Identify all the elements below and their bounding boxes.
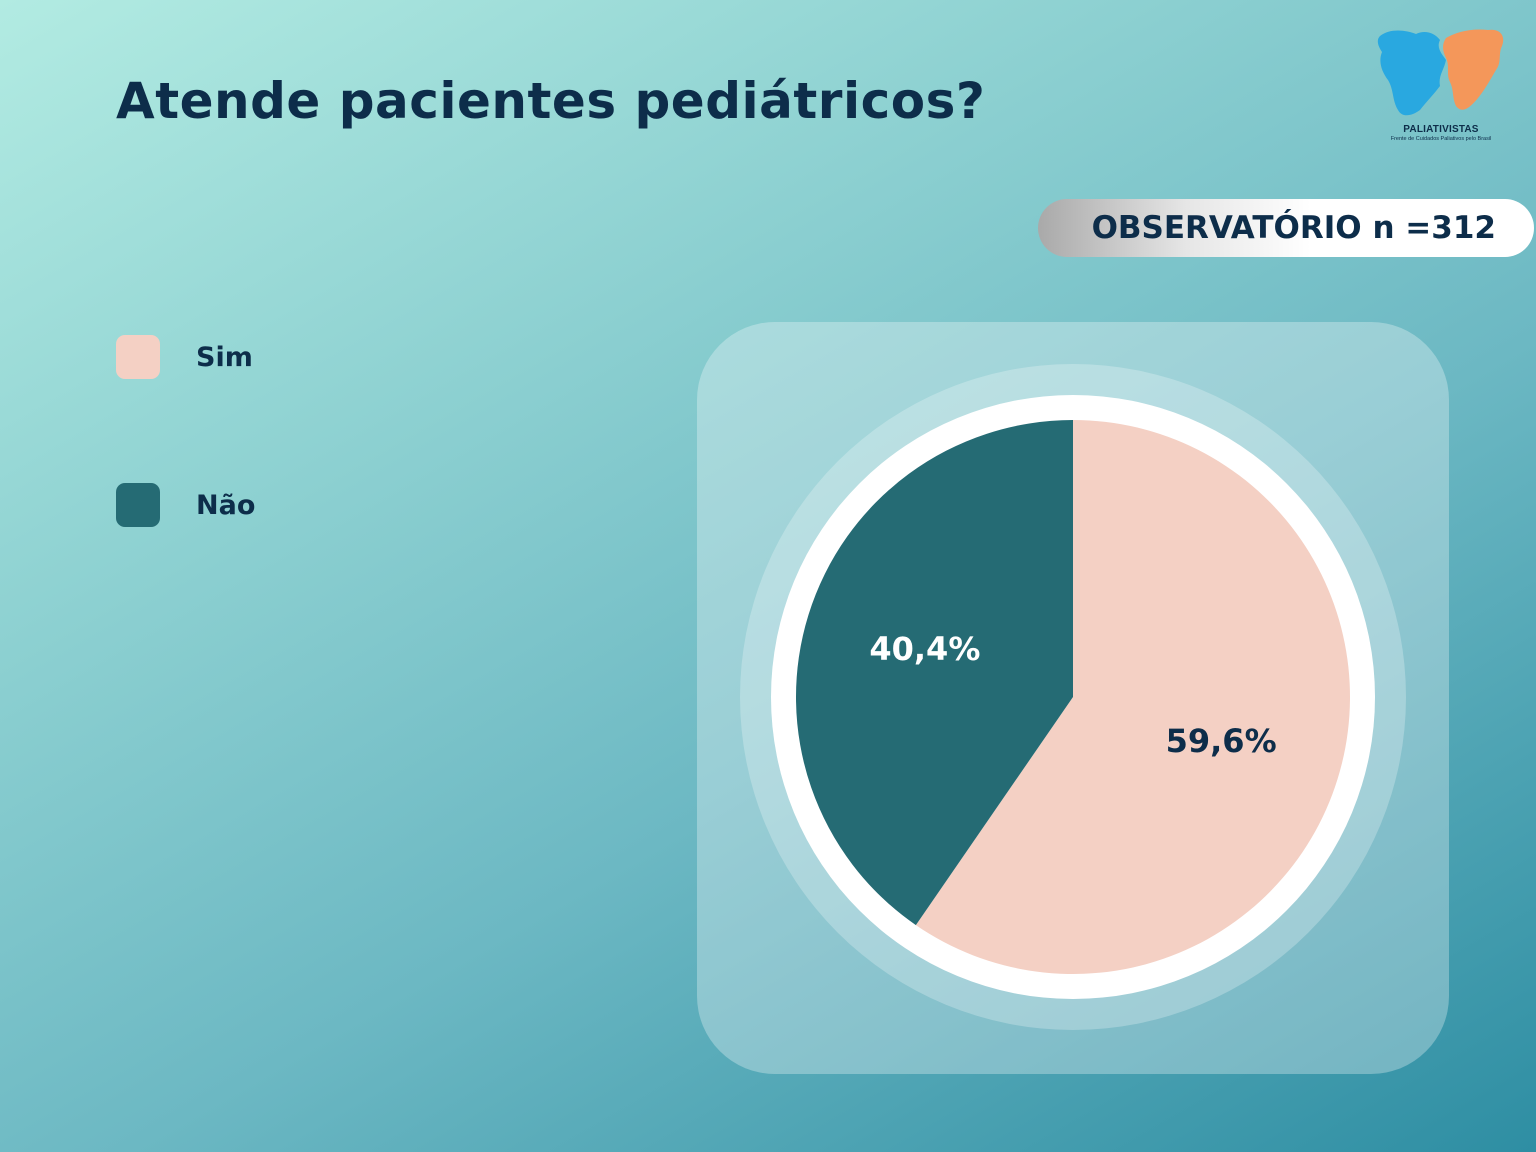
logo-name: PALIATIVISTAS — [1403, 124, 1479, 135]
pie-slice-nao — [796, 420, 1073, 926]
paliativistas-logo: PALIATIVISTAS Frente de Cuidados Paliati… — [1376, 24, 1506, 148]
logo-tagline: Frente de Cuidados Paliativos pelo Brasi… — [1390, 136, 1492, 142]
legend-swatch-nao — [116, 483, 160, 527]
legend-label-nao: Não — [196, 489, 256, 521]
pie-slice-sim — [915, 420, 1350, 974]
legend-swatch-sim — [116, 335, 160, 379]
legend-item-sim: Sim — [116, 335, 253, 379]
pie-label-nao: 40,4% — [869, 630, 980, 668]
legend-item-nao: Não — [116, 483, 255, 527]
chart-title: Atende pacientes pediátricos? — [116, 72, 986, 130]
sample-size-text: OBSERVATÓRIO n =312 — [1091, 210, 1496, 246]
pie-label-sim: 59,6% — [1166, 722, 1277, 760]
brazil-map-icon — [1377, 29, 1504, 116]
sample-size-badge: OBSERVATÓRIO n =312 — [1038, 199, 1534, 257]
legend-label-sim: Sim — [196, 341, 253, 373]
